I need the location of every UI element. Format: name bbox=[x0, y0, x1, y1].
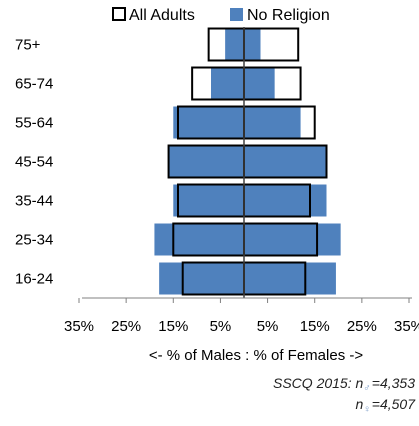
category-label-65-74: 65-74 bbox=[15, 76, 53, 93]
legend-label-no-religion: No Religion bbox=[247, 7, 330, 24]
n-prefix: n bbox=[355, 396, 364, 412]
bar-no-religion-female-45-54 bbox=[244, 145, 327, 178]
bar-no-religion-female-25-34 bbox=[244, 223, 341, 256]
bar-no-religion-male-75+ bbox=[225, 28, 244, 61]
category-label-35-44: 35-44 bbox=[15, 193, 53, 210]
legend-swatch-all-adults bbox=[112, 7, 126, 21]
bar-no-religion-male-65-74 bbox=[211, 67, 244, 100]
category-label-75+: 75+ bbox=[15, 37, 41, 54]
legend-label-all-adults: All Adults bbox=[129, 7, 195, 24]
x-tick-label: 35% bbox=[394, 318, 419, 335]
x-tick-label: 5% bbox=[257, 318, 279, 335]
x-tick-label: 25% bbox=[347, 318, 377, 335]
bar-no-religion-male-35-44 bbox=[173, 184, 244, 217]
source-annotation-line-1: SSCQ 2015: n♂=4,353 bbox=[273, 375, 415, 394]
x-tick-label: 5% bbox=[210, 318, 232, 335]
x-tick-label: 15% bbox=[158, 318, 188, 335]
bar-no-religion-male-25-34 bbox=[154, 223, 244, 256]
bar-no-religion-female-75+ bbox=[244, 28, 261, 61]
category-label-16-24: 16-24 bbox=[15, 271, 53, 288]
source-prefix: SSCQ 2015: n bbox=[273, 375, 364, 391]
x-axis-title: <- % of Males : % of Females -> bbox=[149, 347, 363, 364]
x-tick-label: 35% bbox=[64, 318, 94, 335]
category-label-45-54: 45-54 bbox=[15, 154, 53, 171]
bar-no-religion-male-55-64 bbox=[173, 106, 244, 139]
legend-swatch-no-religion bbox=[230, 8, 243, 21]
male-count: =4,353 bbox=[371, 375, 415, 391]
x-tick-label: 15% bbox=[300, 318, 330, 335]
category-label-25-34: 25-34 bbox=[15, 232, 53, 249]
bar-no-religion-male-16-24 bbox=[159, 262, 244, 295]
male-symbol: ♂ bbox=[363, 383, 371, 394]
bar-no-religion-female-16-24 bbox=[244, 262, 336, 295]
bar-no-religion-male-45-54 bbox=[168, 145, 244, 178]
female-count: =4,507 bbox=[371, 396, 415, 412]
x-tick-label: 25% bbox=[111, 318, 141, 335]
female-symbol: ♀ bbox=[363, 404, 371, 415]
bar-no-religion-female-65-74 bbox=[244, 67, 275, 100]
bar-no-religion-female-55-64 bbox=[244, 106, 301, 139]
bar-no-religion-female-35-44 bbox=[244, 184, 327, 217]
source-annotation-line-2: n♀=4,507 bbox=[355, 396, 415, 415]
category-label-55-64: 55-64 bbox=[15, 115, 53, 132]
